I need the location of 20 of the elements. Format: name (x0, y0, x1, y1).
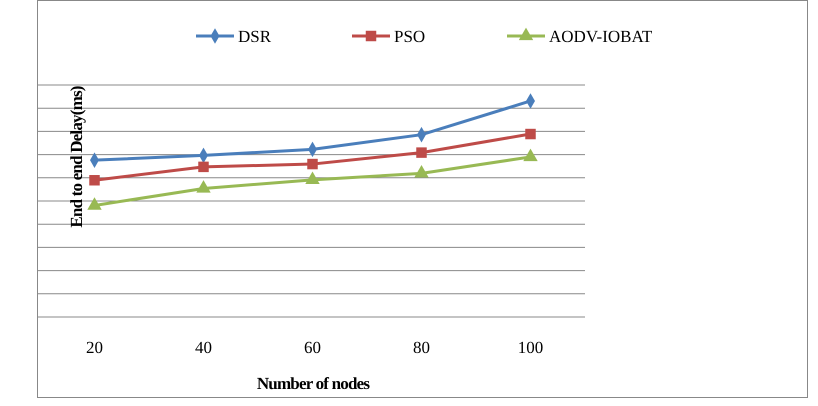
y-axis-title: End to end Delay(ms) (67, 86, 86, 228)
point (523, 148, 538, 162)
point (87, 197, 102, 210)
legend-label: PSO (394, 27, 426, 46)
x-axis-title: Number of nodes (256, 374, 370, 393)
point (305, 172, 320, 184)
x-tick-label: 100 (518, 338, 544, 357)
point (89, 175, 100, 186)
point (198, 162, 209, 172)
x-tick-label: 60 (304, 338, 321, 357)
point (416, 147, 427, 158)
x-tick-label: 40 (195, 338, 212, 357)
point (196, 180, 211, 193)
legend-label: DSR (238, 27, 272, 46)
legend-label: AODV-IOBAT (549, 27, 653, 46)
point (307, 158, 318, 170)
point (414, 165, 429, 178)
x-tick-label: 80 (413, 338, 430, 357)
x-tick-label: 20 (86, 338, 103, 357)
point (525, 128, 536, 140)
